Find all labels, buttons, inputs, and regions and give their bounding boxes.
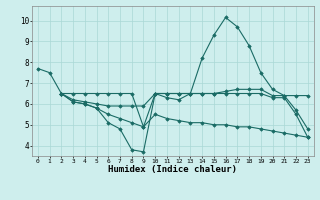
X-axis label: Humidex (Indice chaleur): Humidex (Indice chaleur) [108, 165, 237, 174]
